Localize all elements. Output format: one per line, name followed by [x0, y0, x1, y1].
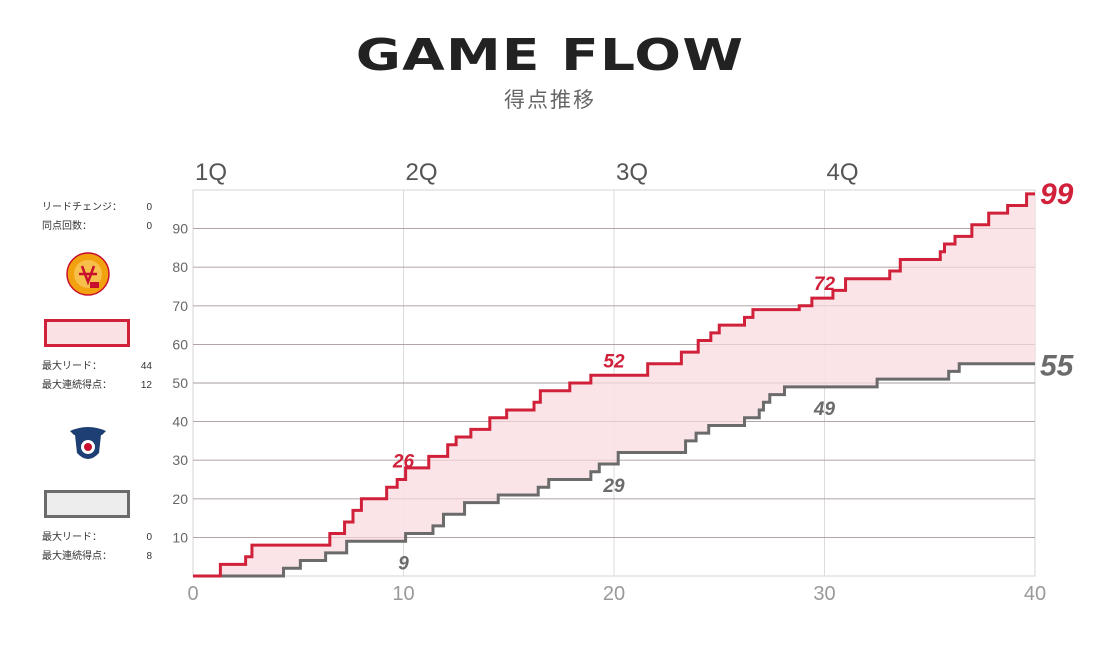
away-max-run-row: 最大連続得点： 8	[42, 547, 152, 566]
y-tick-label: 10	[172, 529, 188, 545]
away-max-lead-row: 最大リード： 0	[42, 528, 152, 547]
y-tick-label: 50	[172, 375, 188, 391]
x-tick-label: 10	[392, 583, 414, 605]
home-max-run-value: 12	[140, 380, 152, 391]
home-max-lead-row: 最大リード： 44	[42, 357, 152, 376]
lead-changes-label: リードチェンジ：	[42, 202, 122, 213]
home-max-run-row: 最大連続得点： 12	[42, 376, 152, 395]
page-title: GAME FLOW	[355, 30, 745, 81]
away-quarter-score-label: 49	[813, 399, 836, 420]
home-quarter-score-label: 72	[814, 274, 836, 295]
x-tick-label: 40	[1024, 583, 1046, 605]
y-tick-label: 90	[172, 221, 188, 237]
home-quarter-score-label: 52	[603, 351, 625, 372]
lead-changes-row: リードチェンジ： 0	[42, 198, 152, 217]
y-tick-label: 40	[172, 414, 188, 430]
x-tick-label: 0	[187, 583, 198, 605]
away-score-line	[193, 362, 1035, 578]
y-tick-label: 30	[172, 452, 188, 468]
lead-changes-value: 0	[146, 202, 152, 213]
y-tick-label: 20	[172, 491, 188, 507]
home-max-lead-value: 44	[140, 361, 152, 372]
ties-label: 同点回数：	[42, 221, 92, 232]
home-quarter-score-label: 26	[392, 452, 415, 473]
quarter-label: 1Q	[195, 159, 227, 186]
y-tick-label: 70	[172, 298, 188, 314]
page-subtitle: 得点推移	[504, 88, 596, 112]
ties-value: 0	[146, 221, 152, 232]
x-tick-label: 20	[603, 583, 625, 605]
away-max-run-label: 最大連続得点：	[42, 551, 112, 562]
away-max-lead-label: 最大リード：	[42, 532, 102, 543]
away-team-logo-icon	[70, 427, 106, 459]
home-score-line	[193, 192, 1035, 578]
home-max-lead-label: 最大リード：	[42, 361, 102, 372]
home-max-run-label: 最大連続得点：	[42, 380, 112, 391]
quarter-label: 2Q	[405, 159, 437, 186]
away-quarter-score-label: 9	[398, 553, 409, 574]
away-max-lead-value: 0	[146, 532, 152, 543]
away-max-run-value: 8	[146, 551, 152, 562]
y-tick-label: 60	[172, 336, 188, 352]
stats-sidebar: リードチェンジ： 0 同点回数： 0 最大リード： 44 最大連続得点： 12 …	[42, 198, 152, 566]
quarter-label: 4Q	[826, 159, 858, 186]
away-team-color-swatch	[44, 490, 130, 518]
quarter-label: 3Q	[616, 159, 648, 186]
home-final-score: 99	[1040, 178, 1074, 211]
away-quarter-score-label: 29	[602, 476, 625, 497]
y-tick-label: 80	[172, 259, 188, 275]
ties-row: 同点回数： 0	[42, 217, 152, 236]
home-team-logo-icon	[66, 252, 110, 296]
home-team-color-swatch	[44, 319, 130, 347]
away-final-score: 55	[1040, 350, 1075, 383]
x-tick-label: 30	[813, 583, 835, 605]
